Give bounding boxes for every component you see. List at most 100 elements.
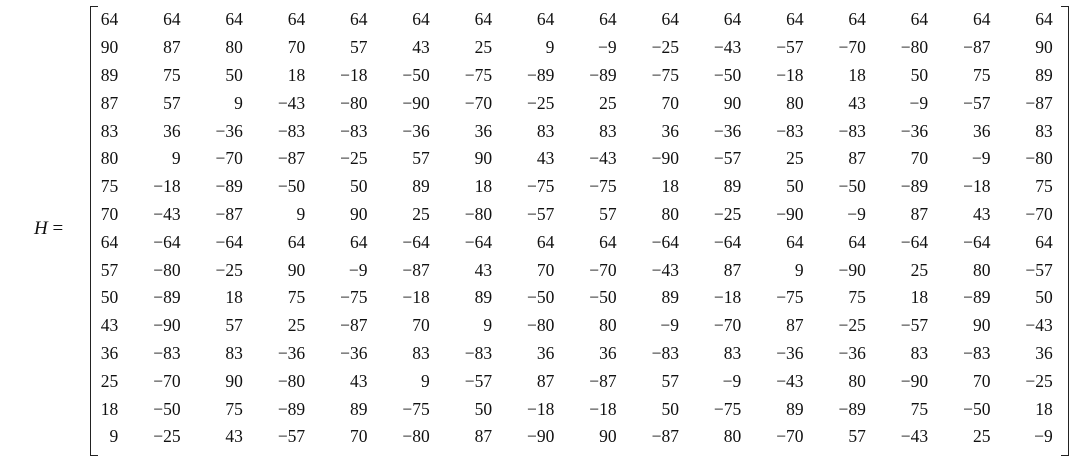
matrix-cell: −70 — [713, 315, 742, 336]
matrix-cell: 36 — [1035, 342, 1053, 363]
matrix-cell: 75 — [910, 398, 929, 419]
matrix-cell: 43 — [412, 37, 430, 58]
matrix-cell: 83 — [1035, 120, 1053, 141]
matrix-cell: 89 — [474, 287, 493, 308]
matrix-cell: −64 — [713, 231, 742, 252]
matrix-cell: −89 — [277, 398, 306, 419]
matrix-cell: −90 — [838, 259, 866, 280]
matrix-cell: 36 — [100, 342, 119, 363]
matrix-cell: −18 — [963, 176, 991, 197]
matrix-cell: −50 — [838, 176, 866, 197]
matrix-cell: 18 — [1035, 398, 1053, 419]
matrix-cell: 9 — [545, 37, 555, 58]
matrix-cell: 89 — [1035, 64, 1053, 85]
matrix-cell: −57 — [713, 148, 742, 169]
matrix-row: 36 −83 83 −36 −36 83 −83 36 36 −83 83 −36 −36 83 −83 36 — [56, 340, 1053, 368]
matrix-cell: −90 — [153, 315, 181, 336]
matrix-cell: 50 — [474, 398, 493, 419]
matrix-cell: 64 — [412, 9, 430, 30]
matrix-cell: 50 — [225, 64, 243, 85]
matrix-cell: 36 — [163, 120, 181, 141]
matrix-cell: 9 — [296, 203, 306, 224]
matrix-cell: 83 — [723, 342, 742, 363]
matrix-cell: 64 — [848, 231, 866, 252]
matrix-cell: 83 — [412, 342, 430, 363]
matrix-cell: −50 — [277, 176, 306, 197]
matrix-row: 9 −25 43 −57 70 −80 87 −90 90 −87 80 −70 57 −43 25 −9 — [56, 423, 1053, 451]
matrix-row: 83 36 −36 −83 −83 −36 36 83 83 36 −36 −83 −83 −36 36 83 — [56, 117, 1053, 145]
matrix-cell: 25 — [474, 37, 493, 58]
matrix-cell: −25 — [527, 92, 555, 113]
matrix-cell: 64 — [786, 231, 804, 252]
matrix-row: 75 −18 −89 −50 50 89 18 −75 −75 18 89 50 −50 −89 −18 75 — [56, 173, 1053, 201]
matrix-cell: 9 — [234, 92, 243, 113]
matrix-cell: −89 — [527, 64, 555, 85]
matrix-cell: −36 — [838, 342, 866, 363]
matrix-cell: 18 — [100, 398, 119, 419]
matrix-row: 18 −50 75 −89 89 −75 50 −18 −18 50 −75 89 −89 75 −50 18 — [56, 395, 1053, 423]
matrix-cell: −80 — [340, 92, 368, 113]
matrix-cell: −87 — [651, 426, 679, 447]
matrix-cell: −18 — [713, 287, 742, 308]
matrix-cell: 64 — [661, 9, 679, 30]
matrix-cell: −89 — [900, 176, 929, 197]
matrix-cell: 70 — [349, 426, 368, 447]
matrix-cell: 18 — [661, 176, 679, 197]
matrix-cell: 50 — [786, 176, 804, 197]
matrix-cell: −89 — [589, 64, 617, 85]
matrix-cell: 36 — [474, 120, 493, 141]
matrix-cell: 18 — [848, 64, 866, 85]
matrix-cell: −57 — [1025, 259, 1053, 280]
matrix-cell: −70 — [1025, 203, 1053, 224]
matrix-cell: 87 — [723, 259, 742, 280]
matrix-cell: 89 — [412, 176, 430, 197]
matrix-cell: 50 — [1035, 287, 1053, 308]
matrix-cell: 90 — [100, 37, 119, 58]
matrix-cell: 64 — [1035, 9, 1053, 30]
matrix-cell: 64 — [474, 9, 493, 30]
matrix-cell: −70 — [215, 148, 243, 169]
matrix-cell: −25 — [340, 148, 368, 169]
matrix-row: 87 57 9 −43 −80 −90 −70 −25 25 70 90 80 43 −9 −57 −87 — [56, 89, 1053, 117]
matrix-cell: −87 — [963, 37, 991, 58]
matrix-cell: −75 — [713, 398, 742, 419]
matrix-cell: 36 — [972, 120, 991, 141]
matrix-cell: −57 — [776, 37, 804, 58]
matrix-cell: −83 — [464, 342, 493, 363]
matrix: 64 64 64 64 64 64 64 64 64 64 64 64 64 64 64 64 90 87 80 70… — [56, 6, 1053, 451]
matrix-cell: −57 — [527, 203, 555, 224]
matrix-cell: 75 — [848, 287, 866, 308]
matrix-cell: 57 — [163, 92, 181, 113]
matrix-cell: −18 — [340, 64, 368, 85]
matrix-cell: −89 — [215, 176, 243, 197]
matrix-cell: −64 — [153, 231, 181, 252]
matrix-cell: −89 — [963, 287, 991, 308]
matrix-cell: −50 — [963, 398, 991, 419]
matrix-row: 64 −64 −64 64 64 −64 −64 64 64 −64 −64 64 64 −64 −64 64 — [56, 228, 1053, 256]
matrix-cell: 90 — [225, 370, 243, 391]
matrix-cell: −25 — [153, 426, 181, 447]
matrix-cell: 70 — [910, 148, 929, 169]
matrix-cell: 57 — [848, 426, 866, 447]
matrix-cell: 90 — [972, 315, 991, 336]
matrix-cell: −90 — [776, 203, 804, 224]
matrix-cell: −43 — [589, 148, 617, 169]
matrix-cell: 25 — [910, 259, 929, 280]
matrix-cell: 70 — [287, 37, 306, 58]
matrix-cell: 80 — [723, 426, 742, 447]
matrix-cell: 64 — [599, 231, 617, 252]
matrix-cell: −80 — [900, 37, 929, 58]
matrix-cell: −25 — [838, 315, 866, 336]
matrix-cell: −75 — [651, 64, 679, 85]
matrix-cell: −90 — [651, 148, 679, 169]
matrix-cell: 25 — [287, 315, 306, 336]
matrix-cell: −36 — [277, 342, 306, 363]
matrix-cell: −57 — [963, 92, 991, 113]
matrix-cell: 64 — [536, 231, 555, 252]
matrix-cell: 89 — [723, 176, 742, 197]
matrix-cell: −18 — [402, 287, 430, 308]
matrix-cell: −70 — [153, 370, 181, 391]
matrix-cell: 87 — [848, 148, 866, 169]
matrix-cell: 80 — [786, 92, 804, 113]
matrix-cell: 83 — [100, 120, 119, 141]
